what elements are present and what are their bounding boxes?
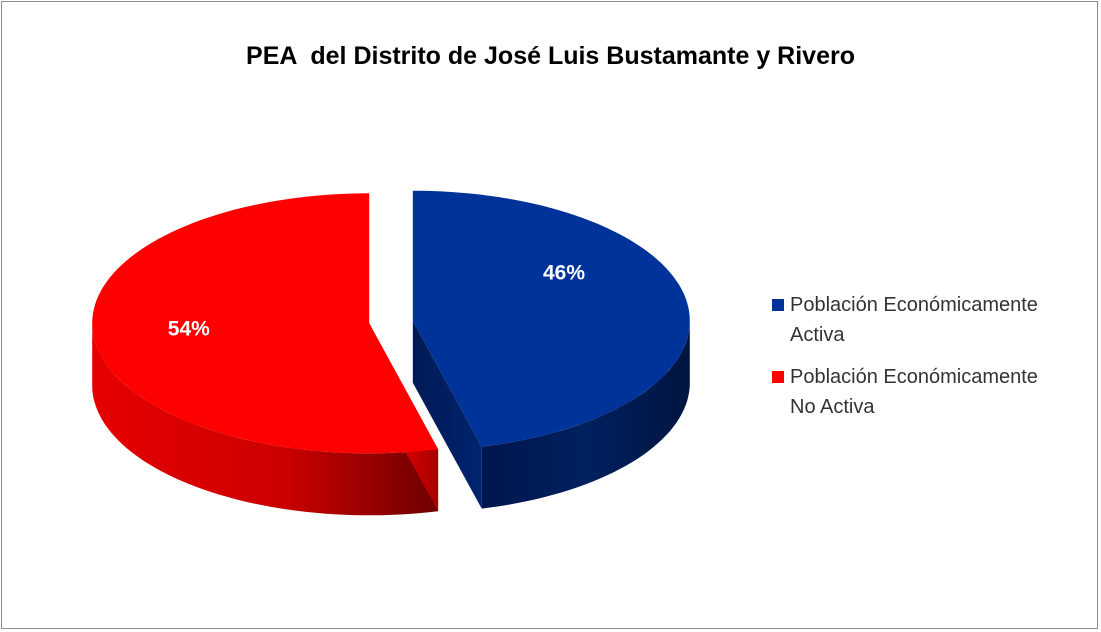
legend: Población Económicamente Activa Població… — [770, 290, 1100, 434]
legend-item-activa: Población Económicamente Activa — [770, 290, 1100, 350]
legend-label-no-activa-line2: No Activa — [790, 396, 875, 418]
data-label-activa: 46% — [543, 262, 585, 285]
pie-slice-activa-side — [481, 320, 690, 509]
pie-slice-activa-wall — [412, 320, 482, 509]
legend-item-no-activa: Población Económicamente No Activa — [770, 362, 1100, 422]
chart-title: PEA del Distrito de José Luis Bustamante… — [246, 42, 855, 70]
legend-label-no-activa-line1: Población Económicamente — [790, 366, 1038, 388]
pie-slice-activa-top — [412, 190, 690, 447]
legend-label-activa-line1: Población Económicamente — [790, 294, 1038, 316]
legend-swatch-no-activa — [772, 371, 784, 383]
pie-slice-no-activa-top — [92, 193, 439, 454]
pie-slice-no-activa — [92, 193, 439, 516]
pie-slice-activa — [412, 190, 690, 509]
pie-slice-no-activa-side — [92, 323, 439, 516]
legend-label-activa-line2: Activa — [790, 324, 845, 346]
data-label-no-activa: 54% — [168, 317, 210, 340]
legend-swatch-activa — [772, 299, 784, 311]
